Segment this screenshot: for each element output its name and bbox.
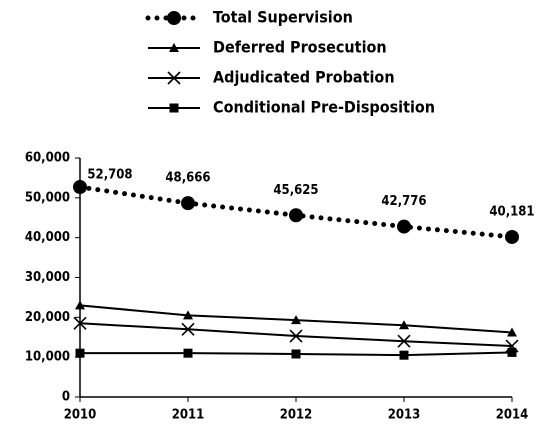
y-tick-label: 0 (62, 390, 70, 405)
data-label: 52,708 (87, 168, 132, 183)
marker (73, 180, 87, 195)
marker (399, 320, 409, 330)
x-tick-label: 2013 (388, 408, 421, 423)
marker (289, 329, 303, 343)
marker (399, 350, 409, 360)
y-tick-label: 20,000 (25, 310, 70, 325)
marker (167, 71, 181, 85)
x-tick-label: 2010 (64, 408, 97, 423)
data-label: 40,181 (489, 204, 534, 219)
y-tick-label: 30,000 (25, 270, 70, 285)
marker (397, 334, 411, 348)
marker (169, 43, 179, 52)
marker (75, 300, 85, 310)
marker (167, 11, 181, 25)
marker (507, 327, 517, 337)
marker (183, 310, 193, 320)
marker (507, 347, 517, 357)
legend-label: Total Supervision (213, 8, 353, 27)
marker (181, 196, 195, 211)
marker (183, 348, 193, 358)
x-tick-label: 2014 (496, 408, 529, 423)
legend-label: Deferred Prosecution (213, 38, 387, 57)
series-line (79, 322, 513, 348)
marker (291, 349, 301, 359)
marker (73, 316, 87, 330)
legend-label: Conditional Pre-Disposition (213, 98, 435, 117)
marker (181, 322, 195, 336)
y-tick-label: 40,000 (25, 230, 70, 245)
y-tick-label: 50,000 (25, 190, 70, 205)
marker (291, 315, 301, 325)
data-label: 45,625 (273, 183, 318, 198)
legend-label: Adjudicated Probation (213, 68, 395, 87)
data-label: 42,776 (381, 194, 426, 209)
x-tick-label: 2011 (172, 408, 205, 423)
x-tick-label: 2012 (280, 408, 313, 423)
y-tick-label: 10,000 (25, 350, 70, 365)
marker (169, 103, 179, 113)
marker (75, 348, 85, 358)
marker (289, 208, 303, 223)
marker (397, 219, 411, 234)
data-label: 48,666 (165, 171, 210, 186)
y-tick-label: 60,000 (25, 151, 70, 166)
marker (505, 229, 519, 244)
